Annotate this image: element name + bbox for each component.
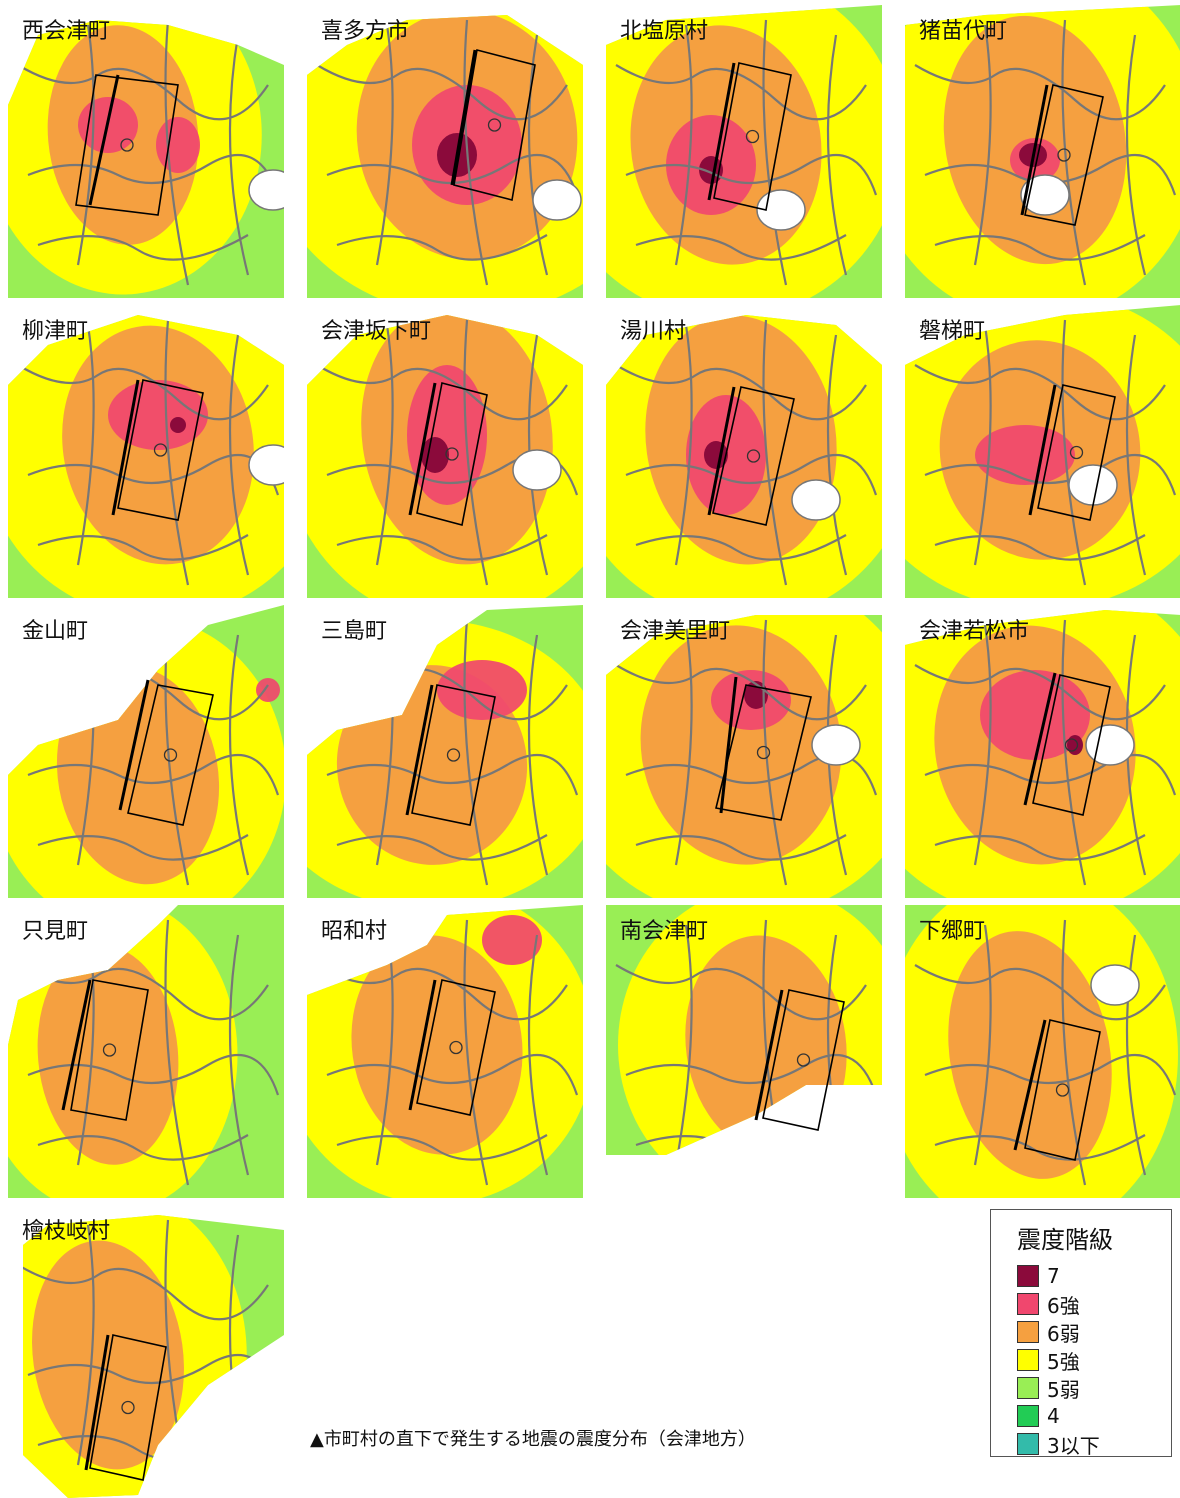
map-panel-tadami: 只見町 <box>8 905 284 1198</box>
legend-label: 4 <box>1047 1404 1060 1428</box>
land-layer <box>550 0 902 319</box>
panel-label: 猪苗代町 <box>919 13 1007 45</box>
intensity-7-zone <box>170 417 186 433</box>
map-panel-nishiaizu: 西会津町 <box>8 5 284 298</box>
legend-swatch <box>1017 1321 1039 1343</box>
panel-label: 柳津町 <box>22 313 88 345</box>
land-layer <box>556 571 926 919</box>
intensity-map <box>307 305 583 598</box>
map-panel-hinoemata: 檜枝岐村 <box>8 1205 284 1498</box>
map-panel-bandai: 磐梯町 <box>905 305 1180 598</box>
map-panel-aizuwakamatsu: 会津若松市 <box>905 605 1180 898</box>
intensity-map <box>8 5 284 298</box>
legend-item: 3以下 <box>1017 1431 1100 1457</box>
land-layer <box>0 605 286 935</box>
legend-label: 7 <box>1047 1264 1060 1288</box>
legend-swatch <box>1017 1433 1039 1455</box>
intensity-map <box>8 1205 284 1498</box>
intensity-map <box>905 605 1180 898</box>
land-layer <box>855 291 1180 610</box>
lake-inawashiro <box>1091 965 1139 1005</box>
legend-item: 4 <box>1017 1403 1060 1429</box>
map-panel-kitashiobara: 北塩原村 <box>606 5 882 298</box>
panel-label: 南会津町 <box>620 913 708 945</box>
intensity-map <box>8 605 284 898</box>
legend-swatch <box>1017 1377 1039 1399</box>
intensity-map <box>905 5 1180 298</box>
legend-item: 6強 <box>1017 1291 1080 1317</box>
map-panel-yanaizu: 柳津町 <box>8 305 284 598</box>
intensity-map <box>8 305 284 598</box>
map-panel-aizubange: 会津坂下町 <box>307 305 583 598</box>
legend-swatch <box>1017 1349 1039 1371</box>
panel-label: 北塩原村 <box>620 13 708 45</box>
lake-inawashiro <box>249 170 297 210</box>
lake-inawashiro <box>792 480 840 520</box>
intensity-map <box>606 905 882 1198</box>
panel-label: 喜多方市 <box>321 13 409 45</box>
legend-swatch <box>1017 1265 1039 1287</box>
intensity-map <box>606 305 882 598</box>
panel-label: 磐梯町 <box>919 313 985 345</box>
intensity-map <box>307 605 583 898</box>
map-panel-yugawa: 湯川村 <box>606 305 882 598</box>
panel-label: 会津坂下町 <box>321 313 431 345</box>
panel-label: 会津美里町 <box>620 613 730 645</box>
legend-item: 7 <box>1017 1263 1060 1289</box>
legend-title: 震度階級 <box>1017 1220 1113 1255</box>
intensity-map <box>606 605 882 898</box>
intensity-map <box>905 905 1180 1198</box>
land-layer <box>869 0 1180 321</box>
lake-inawashiro <box>812 725 860 765</box>
intensity-6-upper-zone <box>256 678 280 702</box>
panel-label: 三島町 <box>321 613 387 645</box>
legend-item: 5弱 <box>1017 1375 1080 1401</box>
lake-inawashiro <box>249 445 297 485</box>
legend-label: 3以下 <box>1047 1430 1100 1459</box>
intensity-6-upper-zone <box>156 117 200 173</box>
intensity-map <box>307 5 583 298</box>
map-panel-aizumisato: 会津美里町 <box>606 605 882 898</box>
intensity-legend: 震度階級 7 6強 6弱 5強 5弱 4 3以下 <box>990 1209 1172 1457</box>
panel-label: 金山町 <box>22 613 88 645</box>
legend-swatch <box>1017 1293 1039 1315</box>
legend-label: 5弱 <box>1047 1374 1080 1403</box>
land-layer <box>565 259 917 622</box>
legend-label: 5強 <box>1047 1346 1080 1375</box>
intensity-map <box>307 905 583 1198</box>
map-panel-inawashiro: 猪苗代町 <box>905 5 1180 298</box>
land-layer <box>256 605 608 910</box>
land-layer <box>281 247 633 624</box>
map-panel-showa: 昭和村 <box>307 905 583 1198</box>
panel-label: 会津若松市 <box>919 613 1029 645</box>
panel-label: 昭和村 <box>321 913 387 945</box>
panel-label: 下郷町 <box>919 913 985 945</box>
lake-inawashiro <box>513 450 561 490</box>
map-panel-kitakata: 喜多方市 <box>307 5 583 298</box>
lake-inawashiro <box>533 180 581 220</box>
legend-label: 6弱 <box>1047 1318 1080 1347</box>
lake-inawashiro <box>1086 725 1134 765</box>
intensity-map <box>8 905 284 1198</box>
figure-caption: ▲市町村の直下で発生する地震の震度分布（会津地方） <box>310 1425 756 1451</box>
intensity-map <box>606 5 882 298</box>
legend-swatch <box>1017 1405 1039 1427</box>
map-panel-kaneyama: 金山町 <box>8 605 284 898</box>
intensity-map <box>905 305 1180 598</box>
map-panel-shimogo: 下郷町 <box>905 905 1180 1198</box>
intensity-7-zone <box>1067 735 1083 755</box>
map-panel-minamiaizu: 南会津町 <box>606 905 882 1198</box>
panel-label: 檜枝岐村 <box>22 1213 110 1245</box>
legend-item: 5強 <box>1017 1347 1080 1373</box>
intensity-6-upper-zone <box>437 660 527 720</box>
panel-label: 西会津町 <box>22 13 110 45</box>
legend-item: 6弱 <box>1017 1319 1080 1345</box>
map-panel-mishima: 三島町 <box>307 605 583 898</box>
panel-label: 只見町 <box>22 913 88 945</box>
legend-label: 6強 <box>1047 1290 1080 1319</box>
lake-inawashiro <box>1069 465 1117 505</box>
panel-label: 湯川村 <box>620 313 686 345</box>
